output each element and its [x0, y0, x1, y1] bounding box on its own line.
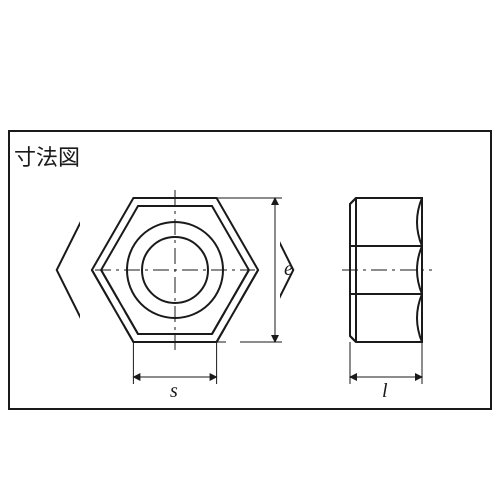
label-e: e — [284, 258, 293, 281]
canvas: 寸法図 — [0, 0, 500, 500]
drawing-svg — [0, 0, 500, 500]
label-l: l — [382, 380, 388, 403]
side-view — [342, 198, 432, 384]
label-s: s — [170, 380, 178, 403]
